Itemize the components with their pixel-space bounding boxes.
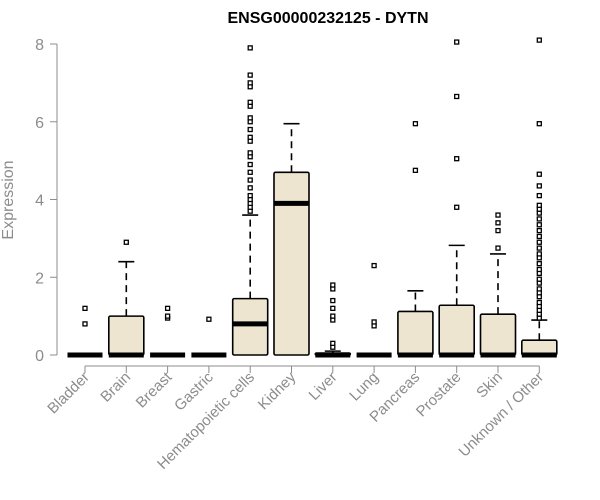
outlier-point	[454, 156, 460, 162]
outlier-point	[247, 80, 253, 86]
outlier-point	[536, 121, 542, 127]
outlier-point	[82, 321, 88, 327]
box-brain	[108, 239, 145, 358]
x-tick-label: Kidney	[255, 368, 300, 413]
outlier-point	[330, 305, 336, 312]
outlier-point	[536, 37, 542, 43]
iqr-box	[479, 313, 517, 356]
outlier-point	[247, 192, 253, 199]
box-unknown-other	[520, 37, 558, 358]
outlier-point	[247, 72, 253, 78]
iqr-box	[438, 304, 476, 356]
boxes-group	[67, 37, 558, 358]
x-tick-label: Prostate	[413, 369, 465, 421]
outlier-point	[536, 286, 542, 292]
outlier-point	[247, 169, 253, 175]
y-tick-label: 8	[35, 37, 44, 54]
iqr-box	[397, 310, 434, 356]
outlier-point	[536, 245, 542, 251]
box-hematopoietic-cells	[231, 45, 269, 356]
box-breast	[150, 305, 186, 358]
box-liver	[314, 282, 352, 358]
outlier-point	[371, 319, 377, 325]
box-prostate	[438, 39, 476, 358]
x-tick-label: Skin	[473, 369, 506, 402]
outlier-point	[247, 134, 253, 140]
outlier-point	[247, 185, 253, 191]
outlier-point	[247, 99, 253, 105]
outlier-point	[247, 161, 253, 168]
outlier-point	[454, 39, 460, 45]
iqr-box	[231, 297, 269, 356]
x-tick-label: Breast	[133, 368, 176, 411]
outlier-point	[536, 183, 542, 189]
outlier-point	[536, 192, 542, 199]
axes: 0 2 4 6 8	[35, 37, 540, 373]
outlier-point	[247, 126, 253, 133]
outlier-point	[412, 121, 419, 127]
outlier-point	[330, 297, 336, 304]
outlier-point	[247, 115, 253, 121]
outlier-point	[536, 202, 542, 208]
outlier-point	[536, 266, 542, 273]
x-tick-label: Bladder	[44, 369, 93, 418]
y-tick-label: 6	[35, 115, 44, 132]
outlier-point	[495, 212, 501, 218]
outlier-point	[536, 276, 542, 282]
outlier-point	[371, 262, 377, 269]
y-axis-label: Expression	[0, 160, 17, 239]
outlier-point	[82, 305, 88, 312]
outlier-point	[536, 222, 542, 228]
iqr-box	[273, 171, 310, 356]
outlier-point	[495, 227, 501, 234]
outlier-point	[536, 251, 542, 257]
box-kidney	[273, 122, 310, 356]
box-lung	[356, 262, 392, 358]
y-tick-label: 0	[35, 348, 44, 365]
outlier-point	[536, 299, 542, 306]
outlier-point	[495, 220, 501, 226]
chart-title: ENSG00000232125 - DYTN	[228, 10, 429, 27]
outlier-point	[536, 239, 542, 245]
outlier-point	[247, 45, 253, 51]
outlier-point	[247, 150, 253, 156]
outlier-point	[206, 316, 212, 322]
outlier-point	[536, 227, 542, 234]
outlier-point	[454, 93, 460, 100]
iqr-box	[108, 315, 145, 356]
outlier-point	[536, 171, 542, 177]
x-tick-label: Liver	[306, 369, 341, 404]
y-tick-label: 2	[35, 270, 44, 287]
outlier-point	[454, 204, 460, 210]
outlier-point	[330, 282, 336, 288]
outlier-point	[536, 216, 542, 222]
x-tick-label: Brain	[97, 369, 134, 406]
outlier-point	[536, 260, 542, 267]
outlier-point	[330, 340, 336, 346]
box-pancreas	[397, 121, 434, 358]
outlier-point	[164, 305, 171, 312]
outlier-point	[495, 245, 501, 251]
box-skin	[479, 212, 517, 358]
outlier-point	[123, 239, 129, 245]
outlier-point	[536, 233, 542, 240]
y-tick-label: 4	[35, 193, 44, 210]
outlier-point	[247, 177, 253, 183]
x-tick-label: Lung	[346, 369, 382, 405]
outlier-point	[164, 313, 171, 319]
box-bladder	[67, 305, 103, 358]
box-gastric	[191, 316, 227, 358]
outlier-point	[330, 313, 336, 319]
outlier-point	[412, 167, 419, 173]
